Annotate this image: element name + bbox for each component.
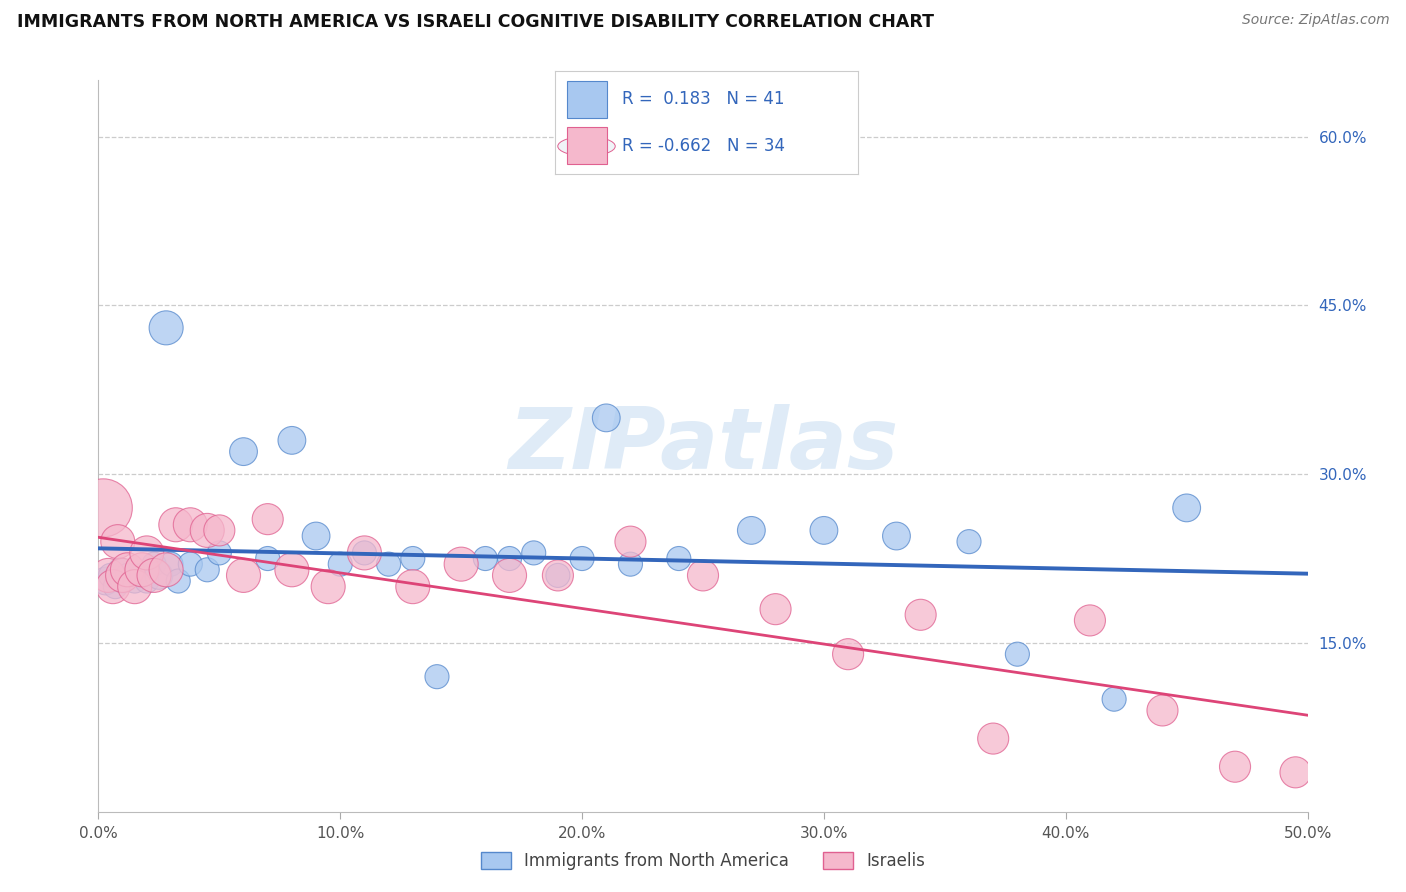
Point [143,568,166,582]
Point [692,568,714,582]
Point [1223,760,1246,774]
Point [195,563,218,577]
Point [595,410,617,425]
Point [1152,703,1174,717]
Point [305,529,328,543]
Point [100,568,122,582]
Point [97,568,120,582]
Point [547,568,569,582]
Point [232,444,254,458]
Point [329,557,352,571]
Point [232,568,254,582]
Point [316,580,339,594]
Point [131,568,153,582]
Point [910,607,932,622]
Point [1175,500,1198,515]
Point [111,568,134,582]
Point [167,574,190,588]
Point [281,434,304,448]
Point [131,563,153,577]
Point [377,557,399,571]
Point [740,524,762,538]
Point [547,568,569,582]
Point [179,517,201,532]
Point [124,580,146,594]
Point [450,557,472,571]
Point [101,580,124,594]
Point [281,563,304,577]
Text: R = -0.662   N = 34: R = -0.662 N = 34 [621,137,785,155]
Circle shape [558,136,616,156]
Point [1102,692,1125,706]
Point [155,563,177,577]
Point [1007,647,1029,661]
Text: Source: ZipAtlas.com: Source: ZipAtlas.com [1241,13,1389,28]
Point [957,534,980,549]
Point [353,546,375,560]
Text: IMMIGRANTS FROM NORTH AMERICA VS ISRAELI COGNITIVE DISABILITY CORRELATION CHART: IMMIGRANTS FROM NORTH AMERICA VS ISRAELI… [17,13,934,31]
Point [91,500,114,515]
Point [813,524,835,538]
Point [160,557,183,571]
Point [111,574,134,588]
Point [107,534,129,549]
Point [498,551,520,566]
Point [765,602,787,616]
Point [353,546,375,560]
Point [619,557,641,571]
Point [402,551,425,566]
Point [117,563,139,577]
Point [135,546,157,560]
Point [1078,614,1101,628]
Point [148,568,170,582]
Point [619,534,641,549]
Point [117,568,139,582]
Point [179,557,201,571]
Point [208,546,231,560]
Point [208,524,231,538]
Point [837,647,859,661]
Text: ZIPatlas: ZIPatlas [508,404,898,488]
Point [571,551,593,566]
Point [135,574,157,588]
Point [668,551,690,566]
Point [108,563,131,577]
Point [256,551,278,566]
Point [886,529,908,543]
Point [104,580,127,594]
Point [1284,765,1306,780]
Point [981,731,1004,746]
Point [426,670,449,684]
Bar [568,80,607,118]
Point [402,580,425,594]
Point [155,321,177,335]
Point [94,574,117,588]
Point [143,557,166,571]
Point [498,568,520,582]
Text: R =  0.183   N = 41: R = 0.183 N = 41 [621,90,785,108]
Point [124,574,146,588]
Point [523,546,546,560]
Point [195,524,218,538]
Point [256,512,278,526]
Point [474,551,496,566]
Bar [568,127,607,163]
Point [165,517,187,532]
Legend: Immigrants from North America, Israelis: Immigrants from North America, Israelis [474,845,932,877]
